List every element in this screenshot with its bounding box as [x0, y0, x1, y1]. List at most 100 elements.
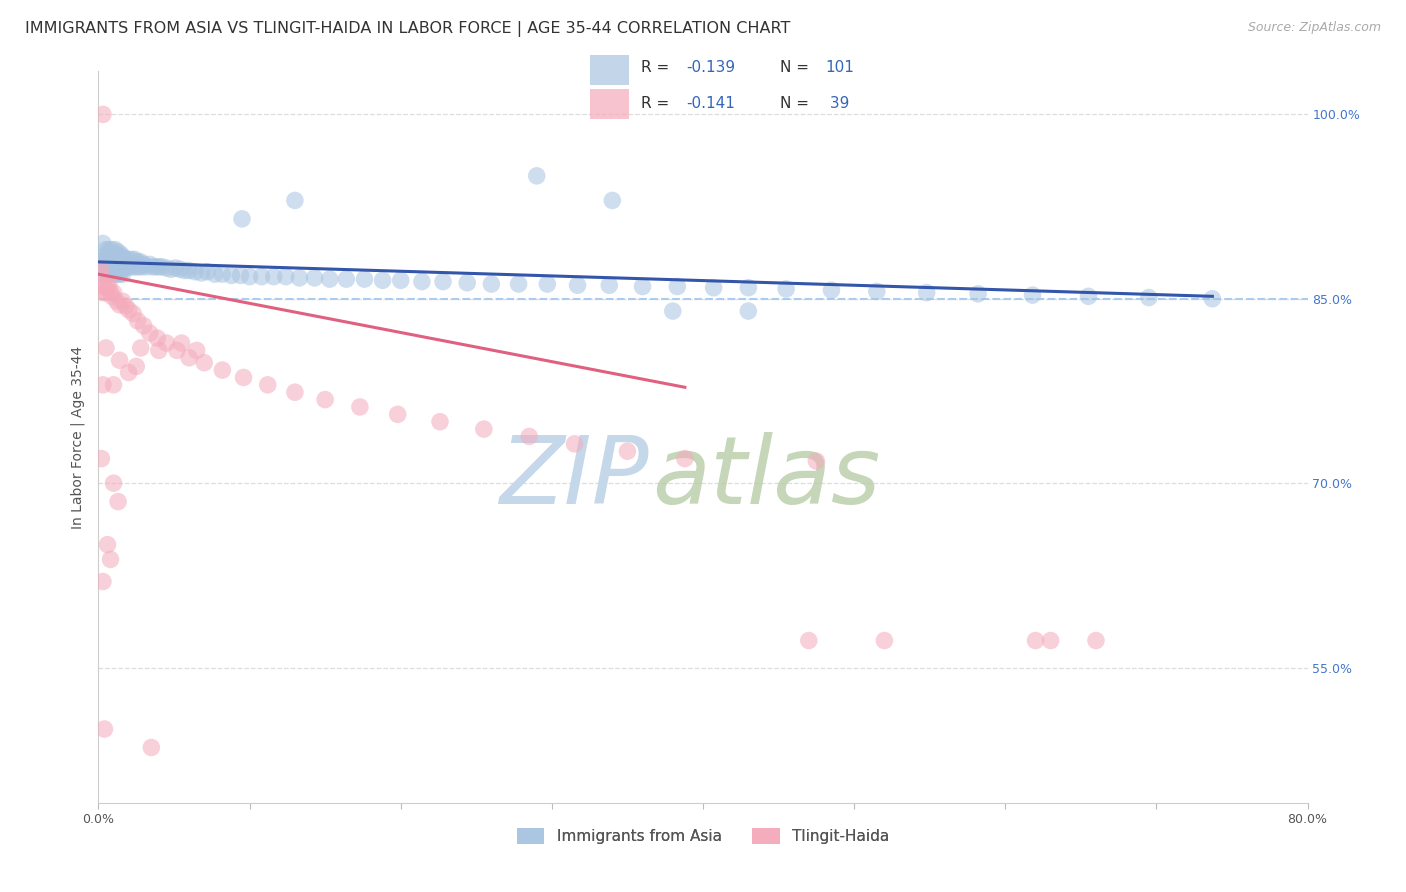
Point: [131, 260, 153, 274]
Point: [673, 451, 696, 466]
Point: [98, 277, 121, 291]
Point: [103, 377, 125, 392]
Point: [598, 278, 620, 293]
Point: [1077, 289, 1099, 303]
Text: IMMIGRANTS FROM ASIA VS TLINGIT-HAIDA IN LABOR FORCE | AGE 35-44 CORRELATION CHA: IMMIGRANTS FROM ASIA VS TLINGIT-HAIDA IN…: [25, 21, 790, 37]
Point: [148, 343, 170, 358]
Point: [155, 261, 177, 276]
Point: [108, 267, 131, 281]
Point: [211, 267, 233, 281]
Text: R =: R =: [641, 61, 669, 76]
Point: [96, 538, 118, 552]
Point: [91, 236, 114, 251]
Point: [118, 302, 141, 317]
Point: [91, 285, 114, 300]
Point: [127, 314, 149, 328]
Point: [481, 277, 503, 291]
Point: [387, 408, 409, 422]
FancyBboxPatch shape: [589, 55, 628, 85]
Point: [110, 247, 132, 261]
Point: [806, 454, 828, 468]
Point: [94, 261, 117, 276]
Point: [314, 392, 336, 407]
Point: [122, 260, 145, 274]
Point: [145, 260, 167, 274]
Point: [193, 356, 215, 370]
Point: [155, 336, 177, 351]
Point: [1137, 291, 1160, 305]
Point: [98, 243, 121, 257]
Point: [114, 257, 136, 271]
Point: [239, 269, 262, 284]
Point: [108, 250, 131, 264]
Point: [125, 359, 148, 374]
Point: [103, 285, 125, 300]
Point: [104, 243, 127, 257]
Point: [536, 277, 558, 291]
Point: [284, 194, 307, 208]
Point: [98, 261, 121, 276]
Point: [132, 318, 155, 333]
Point: [100, 552, 122, 566]
Point: [105, 250, 128, 264]
Point: [232, 370, 254, 384]
Point: [274, 269, 297, 284]
Point: [91, 377, 114, 392]
Text: -0.139: -0.139: [686, 61, 735, 76]
Point: [472, 422, 495, 436]
Point: [820, 283, 842, 297]
Point: [564, 437, 586, 451]
Point: [1039, 633, 1062, 648]
Point: [211, 363, 233, 377]
Point: [169, 262, 191, 277]
Point: [111, 250, 134, 264]
Point: [89, 255, 111, 269]
Point: [429, 415, 451, 429]
Point: [190, 266, 212, 280]
Point: [94, 285, 117, 300]
Point: [108, 298, 131, 312]
Point: [263, 269, 285, 284]
Point: [105, 294, 128, 309]
Point: [661, 304, 683, 318]
Point: [166, 343, 188, 358]
Point: [93, 249, 115, 263]
Text: -0.141: -0.141: [686, 96, 735, 112]
Point: [231, 211, 253, 226]
Text: atlas: atlas: [652, 432, 880, 523]
Point: [108, 353, 131, 368]
Point: [96, 267, 118, 281]
Point: [389, 273, 412, 287]
Text: 39: 39: [825, 96, 849, 112]
Point: [616, 444, 638, 458]
Point: [93, 267, 115, 281]
Point: [250, 269, 273, 284]
Legend: Immigrants from Asia, Tlingit-Haida: Immigrants from Asia, Tlingit-Haida: [510, 822, 896, 850]
Point: [96, 279, 118, 293]
Point: [121, 252, 143, 267]
Point: [508, 277, 530, 291]
Point: [284, 385, 307, 400]
Point: [107, 245, 129, 260]
Point: [139, 326, 162, 341]
Point: [150, 260, 173, 274]
Point: [179, 263, 201, 277]
Point: [737, 304, 759, 318]
Point: [94, 243, 117, 257]
Point: [797, 633, 820, 648]
Point: [1024, 633, 1046, 648]
Point: [112, 252, 135, 267]
Point: [125, 260, 148, 274]
Point: [229, 268, 252, 283]
Point: [173, 263, 195, 277]
Point: [101, 243, 124, 257]
Point: [160, 262, 183, 277]
Point: [96, 249, 118, 263]
Point: [195, 265, 218, 279]
Point: [122, 306, 145, 320]
Point: [135, 260, 157, 274]
Point: [335, 272, 357, 286]
Point: [128, 260, 150, 274]
Point: [111, 267, 134, 281]
Point: [90, 255, 112, 269]
